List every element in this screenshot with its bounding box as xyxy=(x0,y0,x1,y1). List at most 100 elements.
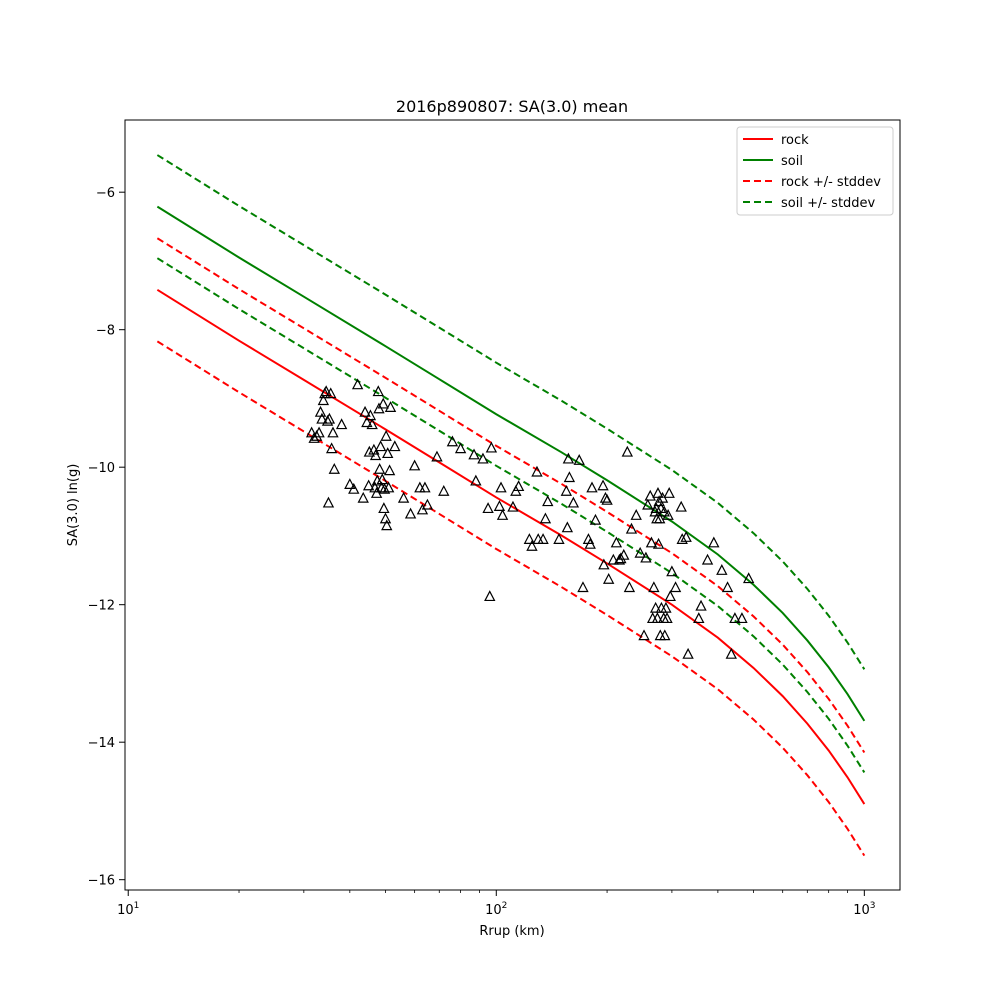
axes-frame xyxy=(124,119,901,891)
observation-marker xyxy=(725,647,737,659)
y-tick-label: −10 xyxy=(88,461,115,476)
observation-marker xyxy=(377,397,389,409)
legend: rock soil rock +/- stddev soil +/- stddev xyxy=(736,126,894,216)
observation-marker xyxy=(320,385,332,397)
observation-marker xyxy=(485,441,498,453)
series-line-3 xyxy=(156,237,866,754)
observation-marker xyxy=(659,629,671,641)
observation-marker xyxy=(523,533,536,544)
observation-marker xyxy=(408,459,421,471)
observation-marker xyxy=(721,581,734,593)
observation-marker xyxy=(454,442,467,454)
observation-marker xyxy=(344,478,356,489)
observation-marker xyxy=(577,581,589,593)
observation-marker xyxy=(382,447,394,459)
observation-marker xyxy=(496,509,509,520)
observation-marker xyxy=(661,612,673,624)
y-tick-label: −8 xyxy=(96,324,115,339)
observation-marker xyxy=(663,487,675,498)
observation-marker xyxy=(348,482,360,494)
observation-marker xyxy=(484,590,496,602)
observation-marker xyxy=(666,565,678,577)
observation-marker xyxy=(742,572,755,584)
observation-marker xyxy=(621,445,634,457)
observation-marker xyxy=(645,536,658,548)
plot-area: 101 102 103 −16 −14 −12 −10 −8 −6 rock soil rock +/… xyxy=(88,119,901,918)
observation-marker xyxy=(357,491,369,503)
observation-marker xyxy=(625,522,638,534)
legend-label: soil xyxy=(781,154,803,169)
observation-marker xyxy=(335,418,348,430)
observation-marker xyxy=(644,489,656,501)
observation-marker xyxy=(660,601,672,613)
series-line-2 xyxy=(156,205,866,722)
observation-marker xyxy=(321,414,334,426)
legend-label: rock +/- stddev xyxy=(781,175,881,190)
observation-marker xyxy=(369,449,382,461)
observation-marker xyxy=(607,553,620,565)
observation-marker xyxy=(374,440,387,452)
observation-marker xyxy=(372,385,384,397)
observation-marker xyxy=(531,465,543,477)
observation-marker xyxy=(308,432,320,443)
observation-marker xyxy=(537,533,549,544)
observation-marker xyxy=(366,418,378,430)
observation-marker xyxy=(313,426,325,438)
observation-marker xyxy=(597,479,609,491)
observation-marker xyxy=(652,537,665,549)
observation-marker xyxy=(701,553,714,565)
observation-marker xyxy=(695,599,707,611)
x-tick-label: 101 xyxy=(117,901,139,918)
observation-marker xyxy=(669,581,682,593)
observation-marker xyxy=(364,409,377,421)
observation-marker xyxy=(376,473,388,485)
x-tick-label: 103 xyxy=(853,901,875,918)
observation-marker xyxy=(654,512,666,524)
observation-marker xyxy=(325,387,337,399)
observation-marker xyxy=(482,502,494,514)
observation-marker xyxy=(526,539,538,551)
observation-marker xyxy=(419,481,431,493)
observation-marker xyxy=(316,412,328,424)
observation-marker xyxy=(495,481,507,493)
legend-box xyxy=(736,126,894,216)
observation-marker xyxy=(380,429,392,441)
observation-marker xyxy=(648,581,660,593)
x-tick-label: 102 xyxy=(485,901,507,918)
observation-marker xyxy=(305,426,318,438)
observation-marker xyxy=(363,445,376,457)
observation-marker xyxy=(567,496,580,508)
observation-marker xyxy=(573,454,585,465)
observation-marker xyxy=(652,487,664,498)
observation-marker xyxy=(729,612,741,624)
observation-marker xyxy=(493,500,506,511)
observation-marker xyxy=(618,548,630,560)
observation-marker xyxy=(553,533,565,544)
observation-marker xyxy=(325,442,338,454)
observation-marker xyxy=(675,500,687,512)
observation-marker xyxy=(431,450,443,462)
observation-marker xyxy=(563,471,576,483)
observation-marker xyxy=(397,491,410,503)
chart-title: 2016p890807: SA(3.0) mean xyxy=(396,97,628,116)
observation-marker xyxy=(693,612,705,624)
x-axis-label: Rrup (km) xyxy=(479,924,544,939)
observation-marker xyxy=(404,507,417,519)
observation-marker xyxy=(382,481,395,493)
observation-marker xyxy=(676,533,688,544)
observation-marker xyxy=(327,426,339,438)
observation-marker xyxy=(378,482,391,494)
observation-marker xyxy=(421,498,434,510)
observation-marker xyxy=(589,513,602,525)
observation-marker xyxy=(351,378,364,390)
observation-marker xyxy=(375,481,388,493)
series-line-1 xyxy=(156,288,866,805)
legend-label: rock xyxy=(781,133,809,148)
observation-marker xyxy=(512,480,525,492)
observation-marker xyxy=(323,412,336,424)
observation-marker xyxy=(542,495,554,507)
observation-marker xyxy=(598,558,610,570)
observation-marker xyxy=(381,519,393,531)
y-axis-label: SA(3.0) ln(g) xyxy=(66,464,81,547)
